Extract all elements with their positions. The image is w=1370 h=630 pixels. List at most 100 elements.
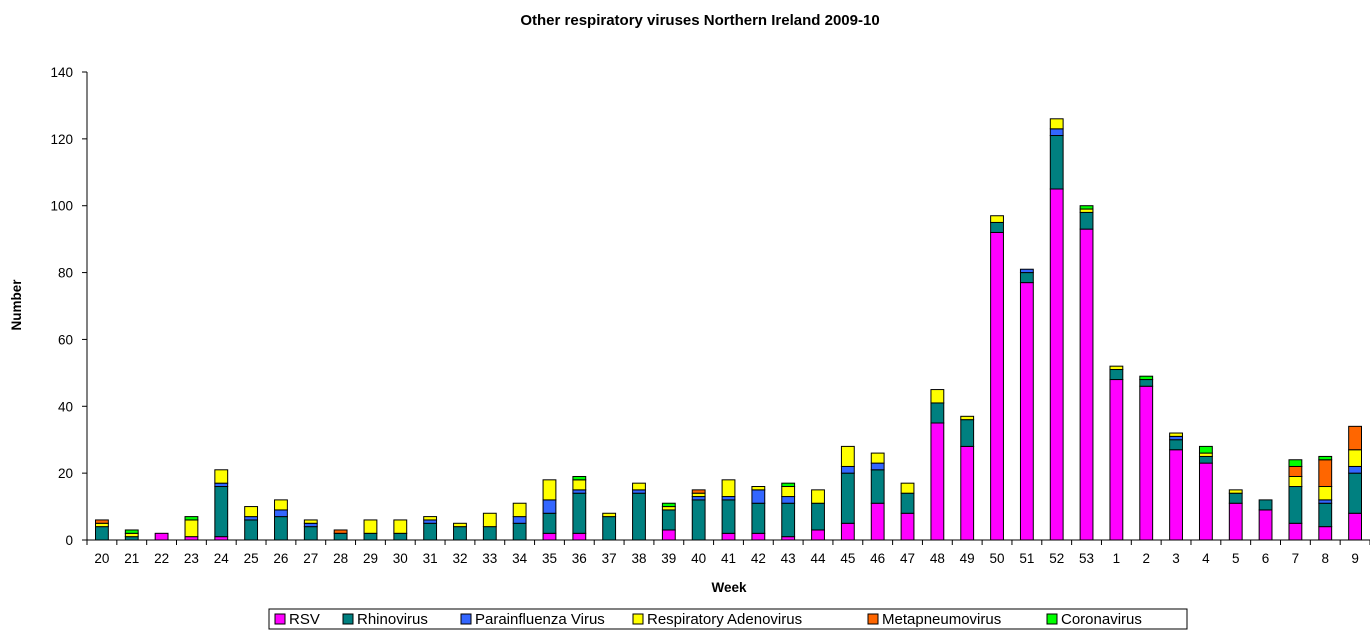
bar-segment-respiratory-adenovirus-week-7 bbox=[1288, 475, 1303, 488]
x-tick-label: 30 bbox=[393, 551, 408, 566]
bar-segment-respiratory-adenovirus-week-33 bbox=[482, 512, 497, 528]
bar-segment-rsv-week-42 bbox=[751, 532, 766, 541]
legend-label-respiratory-adenovirus: Respiratory Adenovirus bbox=[647, 611, 802, 628]
bar-segment-respiratory-adenovirus-week-30 bbox=[393, 519, 408, 534]
x-tick-label: 25 bbox=[244, 551, 259, 566]
bar-segment-metapneumovirus-week-9 bbox=[1348, 425, 1363, 451]
bar-segment-parainfluenza-virus-week-24 bbox=[214, 482, 229, 488]
x-tick-label: 9 bbox=[1351, 551, 1359, 566]
x-tick-label: 22 bbox=[154, 551, 169, 566]
x-tick-label: 44 bbox=[810, 551, 826, 566]
bar-segment-parainfluenza-virus-week-9 bbox=[1348, 465, 1363, 474]
bar-segment-rsv-week-6 bbox=[1258, 509, 1273, 541]
x-tick-label: 43 bbox=[781, 551, 796, 566]
bar-segment-rhinovirus-week-29 bbox=[363, 532, 378, 541]
bar-segment-respiratory-adenovirus-week-3 bbox=[1169, 432, 1183, 437]
bar-segment-parainfluenza-virus-week-8 bbox=[1318, 499, 1333, 504]
bar-segment-coronavirus-week-2 bbox=[1139, 375, 1154, 381]
x-tick-label: 40 bbox=[691, 551, 706, 566]
bar-segment-metapneumovirus-week-8 bbox=[1318, 459, 1333, 488]
bar-segment-respiratory-adenovirus-week-39 bbox=[661, 506, 676, 511]
bar-segment-rsv-week-52 bbox=[1049, 188, 1064, 541]
x-tick-label: 53 bbox=[1079, 551, 1094, 566]
bar-segment-parainfluenza-virus-week-51 bbox=[1019, 268, 1034, 274]
bar-segment-rhinovirus-week-25 bbox=[244, 519, 259, 541]
bar-segment-parainfluenza-virus-week-46 bbox=[870, 462, 885, 471]
bar-segment-rsv-week-7 bbox=[1288, 522, 1303, 541]
bar-segment-rhinovirus-week-26 bbox=[274, 516, 288, 541]
x-tick-label: 34 bbox=[512, 551, 528, 566]
x-tick-label: 26 bbox=[273, 551, 288, 566]
bar-segment-respiratory-adenovirus-week-9 bbox=[1348, 449, 1363, 467]
bar-segment-respiratory-adenovirus-week-48 bbox=[930, 389, 945, 404]
bar-segment-respiratory-adenovirus-week-32 bbox=[453, 522, 467, 528]
x-tick-label: 41 bbox=[721, 551, 736, 566]
x-tick-label: 2 bbox=[1142, 551, 1150, 566]
x-tick-label: 4 bbox=[1202, 551, 1210, 566]
y-tick-label: 140 bbox=[50, 65, 73, 80]
bar-segment-rhinovirus-week-27 bbox=[303, 526, 318, 541]
legend-swatch-rsv bbox=[274, 613, 286, 625]
bar-segment-rsv-week-35 bbox=[542, 532, 557, 541]
bar-segment-respiratory-adenovirus-week-4 bbox=[1198, 452, 1213, 457]
bar-segment-respiratory-adenovirus-week-5 bbox=[1228, 489, 1243, 494]
y-tick-label: 120 bbox=[50, 132, 73, 147]
bar-segment-respiratory-adenovirus-week-31 bbox=[423, 516, 438, 521]
bar-segment-respiratory-adenovirus-week-24 bbox=[214, 469, 229, 484]
x-tick-label: 29 bbox=[363, 551, 378, 566]
bar-segment-parainfluenza-virus-week-40 bbox=[691, 496, 706, 501]
bar-segment-rhinovirus-week-42 bbox=[751, 502, 766, 534]
bar-segment-rhinovirus-week-48 bbox=[930, 402, 945, 424]
bar-segment-rhinovirus-week-31 bbox=[423, 522, 438, 541]
bar-segment-respiratory-adenovirus-week-20 bbox=[95, 522, 109, 528]
x-tick-label: 48 bbox=[930, 551, 945, 566]
bar-segment-respiratory-adenovirus-week-36 bbox=[572, 479, 587, 491]
bar-segment-rsv-week-49 bbox=[960, 445, 975, 541]
legend-swatch-coronavirus bbox=[1046, 613, 1058, 625]
bar-segment-coronavirus-week-53 bbox=[1079, 205, 1094, 210]
bar-segment-rhinovirus-week-53 bbox=[1079, 211, 1094, 230]
bar-segment-parainfluenza-virus-week-35 bbox=[542, 499, 557, 514]
bar-segment-rhinovirus-week-41 bbox=[721, 499, 736, 534]
bar-segment-rsv-week-48 bbox=[930, 422, 945, 541]
bar-segment-rhinovirus-week-3 bbox=[1169, 439, 1183, 451]
bar-segment-rhinovirus-week-2 bbox=[1139, 379, 1154, 387]
bar-segment-coronavirus-week-39 bbox=[661, 502, 676, 508]
bar-segment-rhinovirus-week-8 bbox=[1318, 502, 1333, 528]
x-tick-label: 8 bbox=[1321, 551, 1329, 566]
x-tick-label: 7 bbox=[1292, 551, 1300, 566]
bar-segment-rhinovirus-week-7 bbox=[1288, 486, 1303, 524]
x-tick-label: 27 bbox=[303, 551, 318, 566]
bar-segment-rsv-week-53 bbox=[1079, 228, 1094, 541]
x-tick-label: 23 bbox=[184, 551, 199, 566]
bar-segment-respiratory-adenovirus-week-21 bbox=[124, 532, 139, 538]
bar-segment-parainfluenza-virus-week-34 bbox=[512, 516, 527, 524]
x-tick-label: 47 bbox=[900, 551, 915, 566]
bar-segment-respiratory-adenovirus-week-37 bbox=[602, 512, 617, 518]
bar-segment-rhinovirus-week-32 bbox=[453, 526, 467, 541]
bar-segment-coronavirus-week-21 bbox=[124, 529, 139, 534]
y-tick-label: 100 bbox=[50, 199, 73, 214]
bar-segment-rsv-week-46 bbox=[870, 502, 885, 541]
x-tick-label: 45 bbox=[840, 551, 855, 566]
x-axis-title: Week bbox=[711, 580, 747, 595]
x-tick-label: 36 bbox=[572, 551, 587, 566]
bar-segment-parainfluenza-virus-week-43 bbox=[781, 496, 796, 504]
bar-segment-rhinovirus-week-36 bbox=[572, 492, 587, 534]
legend-label-metapneumovirus: Metapneumovirus bbox=[882, 611, 1001, 628]
x-tick-label: 42 bbox=[751, 551, 766, 566]
bar-segment-rhinovirus-week-38 bbox=[632, 492, 646, 541]
y-tick-label: 60 bbox=[58, 332, 73, 347]
bar-segment-rhinovirus-week-45 bbox=[840, 472, 855, 524]
bar-segment-rhinovirus-week-24 bbox=[214, 486, 229, 538]
y-tick-label: 80 bbox=[58, 266, 73, 281]
x-tick-label: 51 bbox=[1019, 551, 1034, 566]
bar-segment-parainfluenza-virus-week-31 bbox=[423, 519, 438, 524]
bar-segment-respiratory-adenovirus-week-26 bbox=[274, 499, 288, 511]
bar-segment-rsv-week-3 bbox=[1169, 449, 1183, 541]
bar-segment-parainfluenza-virus-week-42 bbox=[751, 489, 766, 504]
legend: RSV Rhinovirus Parainfluenza Virus Respirat… bbox=[268, 608, 1188, 630]
x-tick-label: 5 bbox=[1232, 551, 1240, 566]
